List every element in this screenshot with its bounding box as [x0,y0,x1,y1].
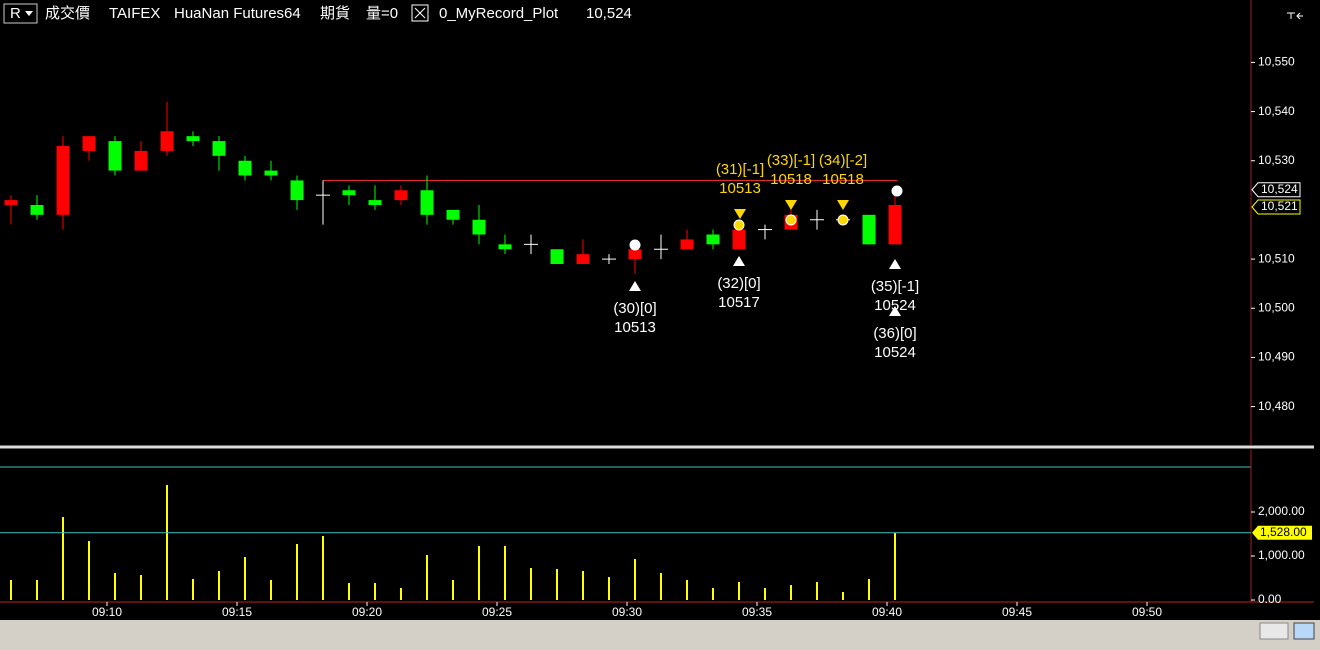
candle-body [550,249,564,264]
candle-body [238,160,252,176]
menu-arrow [25,11,33,16]
candle-body [342,190,356,196]
annotation-text: (36)[0] [873,325,916,342]
x-tick-label: 09:15 [222,605,252,619]
candle-body [134,150,148,171]
y-tick-label: 10,500 [1258,300,1295,314]
annotation-text: 10518 [822,171,864,188]
signal-triangle [733,256,745,266]
candle-body [498,244,512,250]
x-tick-label: 09:35 [742,605,772,619]
candle-body [628,249,642,260]
candle-body [108,141,122,171]
annotation-text: 10513 [719,180,761,197]
signal-dot [629,239,641,251]
annotation-text: (30)[0] [613,300,656,317]
menu-box[interactable] [3,3,38,24]
signal-triangle [734,209,746,219]
broker: HuaNan Futures64 [174,5,301,22]
price-marker-box [1251,182,1301,198]
signal-triangle [785,200,797,210]
y-tick-label: 10,540 [1258,104,1295,118]
x-tick-label: 09:25 [482,605,512,619]
candle-body [82,136,96,151]
candle-body [368,200,382,205]
candle-body [4,200,18,205]
price-marker-box [1251,199,1301,215]
y-tick-label: 10,480 [1258,399,1295,413]
candle-body [732,229,746,250]
candle-body [56,146,70,215]
market: 期貨 [320,5,350,22]
price-marker-label: 10,524 [1261,182,1298,196]
menu[interactable]: R [10,5,21,22]
y-tick-label: 0.00 [1258,592,1282,606]
annotation-text: (33)[-1] [767,152,815,169]
candle-body [290,180,304,201]
candle-body [576,254,590,264]
annotation-text: 10513 [614,319,656,336]
annotation-text: (32)[0] [717,275,760,292]
candle-body [472,219,486,235]
candle-body [30,205,44,215]
candle-body [394,190,408,201]
candle-body [160,131,174,151]
exchange: TAIFEX [109,5,160,22]
annotation-text: (31)[-1] [716,161,764,178]
last-price: 10,524 [586,5,632,22]
candle-body [680,239,694,250]
signal-dot [891,185,903,197]
candle-body [862,214,876,245]
annotation-text: 10517 [718,294,760,311]
field: 成交價 [45,4,90,22]
y-tick-label: 2,000.00 [1258,504,1305,518]
x-tick-label: 09:50 [1132,605,1162,619]
x-tick-label: 09:30 [612,605,642,619]
y-tick-label: 10,550 [1258,55,1295,69]
candle-body [706,234,720,245]
candle-body [888,205,902,245]
y-tick-label: 10,530 [1258,153,1295,167]
close-icon [414,7,426,19]
candle-body [264,170,278,176]
y-tick-label: 10,510 [1258,251,1295,265]
candle-body [212,141,226,156]
signal-triangle [629,281,641,291]
signal-dot [837,214,849,226]
x-tick-label: 09:20 [352,605,382,619]
signal-triangle [889,259,901,269]
y-tick-label: 1,000.00 [1258,548,1305,562]
candle-body [186,136,200,142]
candle-body [420,190,434,215]
close-box[interactable] [411,4,429,22]
volume-label: 量=0 [366,5,398,22]
volume-marker-label: 1,528.00 [1260,525,1307,539]
annotation-text: 10524 [874,297,916,314]
annotation-text: 10524 [874,344,916,361]
y-tick-label: 10,490 [1258,350,1295,364]
indicator: 0_MyRecord_Plot [439,5,559,22]
annotation-text: (35)[-1] [871,278,919,295]
candle-body [446,209,460,220]
signal-dot [733,219,745,231]
annotation-text: (34)[-2] [819,152,867,169]
scroll-thumb[interactable] [1259,622,1289,640]
annotation-text: 10518 [770,171,812,188]
x-tick-label: 09:45 [1002,605,1032,619]
panel-icon[interactable] [1287,12,1303,20]
signal-dot [785,214,797,226]
scrollbar[interactable] [0,620,1320,650]
signal-triangle [837,200,849,210]
signal-triangle [889,306,901,316]
x-tick-label: 09:40 [872,605,902,619]
price-marker-label: 10,521 [1261,199,1298,213]
volume-marker-box [1252,525,1312,540]
scroll-right[interactable] [1293,622,1315,640]
x-tick-label: 09:10 [92,605,122,619]
